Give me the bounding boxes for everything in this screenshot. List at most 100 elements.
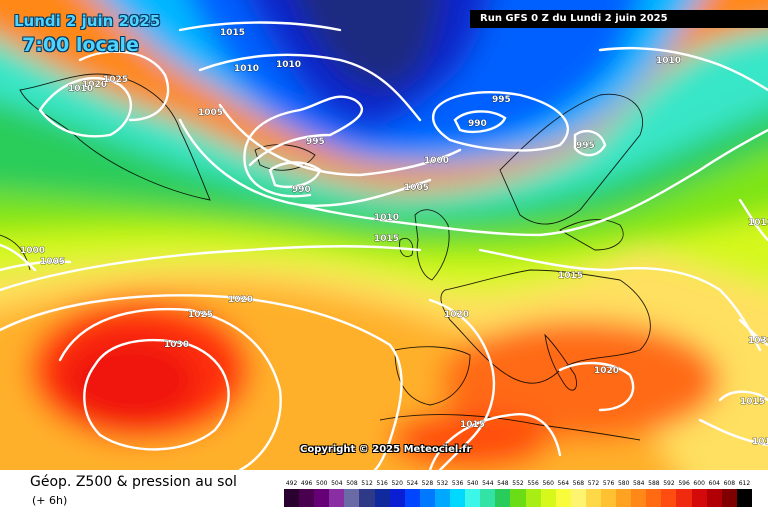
color-scale-label: 596 [678, 480, 690, 487]
color-scale-swatch [540, 489, 556, 507]
isobar-1010-ne [598, 46, 768, 92]
color-scale-swatch [450, 489, 466, 507]
color-scale-label: 604 [708, 480, 720, 487]
color-scale-label: 516 [376, 480, 388, 487]
isobar-label: 1030 [748, 336, 768, 346]
field-title: Géop. Z500 & pression au sol [30, 474, 237, 490]
isobar-995-low [243, 95, 364, 198]
isobar-label: 1020 [82, 80, 107, 90]
isobar-label: 995 [492, 95, 511, 105]
color-scale-label: 556 [527, 480, 539, 487]
forecast-step: (+ 6h) [32, 494, 68, 507]
isobar-label: 1015 [374, 234, 399, 244]
isobar-label: 1000 [424, 156, 449, 166]
isobar-label: 1010 [276, 60, 301, 70]
isobar-1030 [83, 339, 230, 451]
color-scale-label: 576 [602, 480, 615, 487]
isobar-1010-north [198, 53, 422, 122]
color-scale-label: 540 [466, 480, 479, 487]
color-scale-swatch [374, 489, 390, 507]
color-scale-label: 500 [316, 480, 328, 487]
isobar-1015-south [428, 413, 562, 470]
isobar-label: 1010 [234, 64, 259, 74]
isobar-1015-east [718, 390, 768, 402]
color-scale-label: 560 [542, 480, 554, 487]
color-scale-swatch [570, 489, 586, 507]
color-scale-label: 528 [421, 480, 434, 487]
europe-mainland-coast [440, 269, 651, 384]
run-banner: Run GFS 0 Z du Lundi 2 juin 2025 [470, 10, 768, 28]
isobar-label: 1025 [103, 75, 128, 85]
isobar-label: 1020 [444, 310, 469, 320]
color-scale-swatch [600, 489, 617, 507]
color-scale-swatch [631, 489, 647, 507]
isobar-995-north [431, 91, 569, 152]
isobar-1020-south [558, 361, 635, 412]
color-scale-swatch [419, 489, 435, 507]
isobar-1025-greenland [78, 50, 170, 122]
copyright-notice: Copyright © 2025 Meteociel.fr [300, 444, 472, 455]
color-scale-swatch [721, 489, 737, 507]
color-scale-swatch [736, 489, 752, 507]
isobar-label: 1025 [188, 310, 213, 320]
color-scale-label: 512 [361, 480, 373, 487]
isobar-label: 1010 [68, 84, 93, 94]
color-scale-label: 544 [482, 480, 494, 487]
isobar-label: 1015 [740, 397, 765, 407]
color-scale-label: 580 [617, 480, 630, 487]
isobar-label: 1015 [220, 28, 245, 38]
isobar-label: 1015 [752, 437, 768, 447]
isobar-1005 [178, 118, 432, 207]
color-scale-bar [284, 489, 752, 507]
isobar-label: 1005 [40, 257, 65, 267]
color-scale-swatch [676, 489, 692, 507]
color-scale-label: 508 [346, 480, 358, 487]
color-scale-swatch [616, 489, 632, 507]
isobar-label: 1030 [164, 340, 189, 350]
band-536 [0, 27, 768, 212]
color-scale-swatch [314, 489, 330, 507]
isobar-1000-west [0, 243, 37, 272]
color-scale-label: 608 [723, 480, 736, 487]
color-scale-swatch [434, 489, 451, 507]
isobar-lines [0, 21, 768, 470]
isobar-1030-east [738, 318, 768, 347]
isobar-1005-west [0, 260, 72, 272]
greenland-coast [19, 73, 211, 201]
isobar-labels: 1015 1010 1010 1020 1025 1010 1005 995 9… [20, 28, 768, 448]
isobar-label: 1005 [198, 108, 223, 118]
isobar-label: 1015 [558, 271, 583, 281]
isobar-1025 [58, 307, 282, 470]
isobar-label: 1020 [594, 366, 619, 376]
color-scale-label: 568 [572, 480, 585, 487]
scandinavia-coast [499, 93, 644, 225]
color-scale-swatch [389, 489, 405, 507]
map-date: Lundi 2 juin 2025 [14, 12, 161, 30]
isobar-label: 1010 [748, 218, 768, 228]
iberia-coast [394, 346, 471, 406]
isobar-label: 1005 [404, 183, 429, 193]
isobar-label: 995 [306, 137, 325, 147]
color-scale-label: 612 [738, 480, 751, 487]
isobar-1010-mid [298, 128, 768, 237]
isobar-label: 1010 [374, 213, 399, 223]
isobar-1010-edge [738, 198, 768, 242]
isobar-990-low [268, 161, 322, 189]
isobar-label: 1010 [656, 56, 681, 66]
color-scale-label: 520 [391, 480, 403, 487]
map-time: 7:00 locale [22, 34, 139, 56]
isobar-1015-europe [478, 248, 762, 352]
high-east-584 [440, 320, 720, 440]
color-scale-label: 592 [663, 480, 675, 487]
isobar-label: 1000 [20, 246, 45, 256]
isobar-label: 990 [468, 119, 487, 129]
color-scale-label: 588 [648, 480, 660, 487]
color-scale-swatch [495, 489, 511, 507]
baltic-coast [559, 219, 624, 251]
isobar-1015-west [0, 245, 422, 292]
color-scale-swatch [299, 489, 315, 507]
color-scale-swatch [555, 489, 571, 507]
high-core-592 [60, 335, 200, 425]
isobar-label: 1020 [228, 295, 253, 305]
color-scale-swatch [706, 489, 722, 507]
